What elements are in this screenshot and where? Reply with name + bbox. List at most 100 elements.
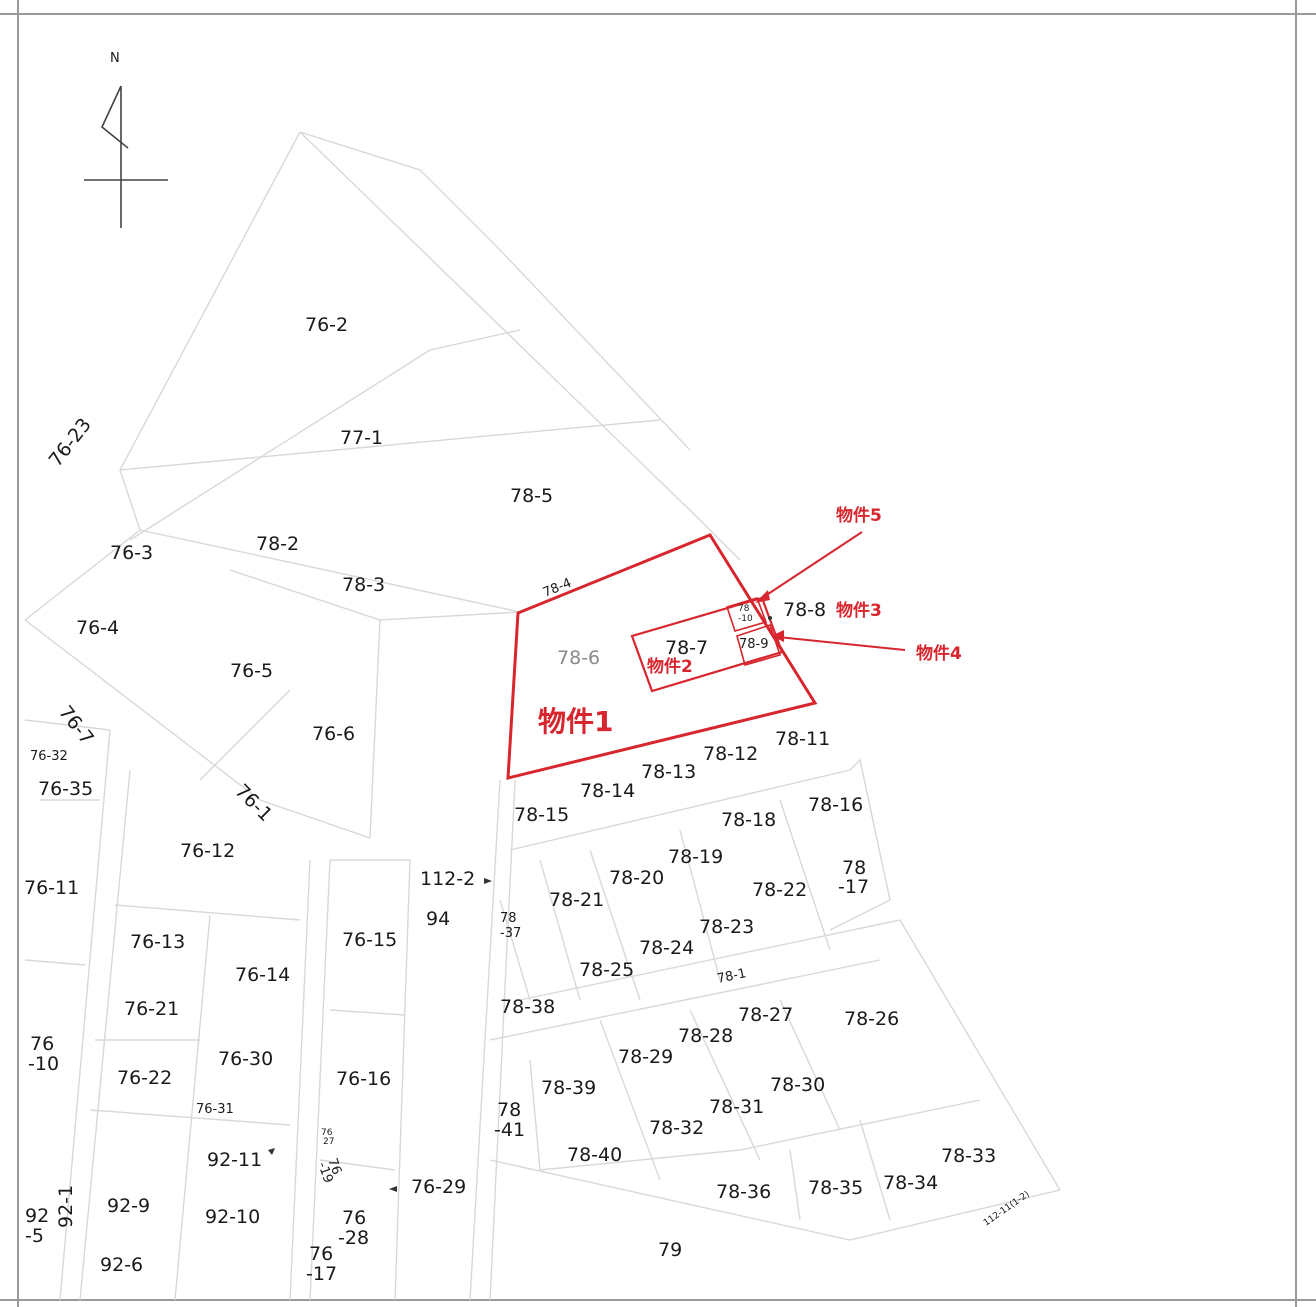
lot-label: 76-12 bbox=[180, 840, 235, 862]
lot-label: 78-35 bbox=[808, 1177, 863, 1199]
parcel-boundaries bbox=[24, 131, 1061, 1301]
lot-label: 76-22 bbox=[117, 1067, 172, 1089]
lot-label: 76-31 bbox=[196, 1102, 234, 1117]
lot-label: 78-19 bbox=[668, 846, 723, 868]
lot-label: 92-1 bbox=[55, 1185, 77, 1228]
property-1-label: 物件1 bbox=[538, 705, 613, 738]
lot-label: -10 bbox=[738, 614, 753, 624]
lot-label: 76-11 bbox=[24, 877, 79, 899]
property-4-boundary bbox=[736, 623, 782, 666]
lot-label: 76-5 bbox=[230, 660, 273, 682]
lot-label: 78-1 bbox=[716, 966, 748, 987]
lot-label: -17 bbox=[838, 876, 869, 898]
lot-label: 76 bbox=[321, 1128, 333, 1138]
lot-label: -28 bbox=[338, 1227, 369, 1249]
lot-label: 78-26 bbox=[844, 1008, 899, 1030]
property-2-label: 物件2 bbox=[647, 656, 693, 677]
lot-label: -37 bbox=[500, 926, 521, 941]
property-2-boundary bbox=[630, 596, 784, 693]
lot-label: 78-28 bbox=[678, 1025, 733, 1047]
lot-label: 78-13 bbox=[641, 761, 696, 783]
lot-label: 94 bbox=[426, 908, 450, 930]
lot-label: 78-24 bbox=[639, 937, 694, 959]
point-markers bbox=[268, 616, 772, 1192]
lot-label: 78-27 bbox=[738, 1004, 793, 1026]
lot-label: 78-14 bbox=[580, 780, 635, 802]
lot-label: 76-14 bbox=[235, 964, 290, 986]
lot-label: 76 bbox=[30, 1033, 54, 1055]
lot-label: 78-31 bbox=[709, 1096, 764, 1118]
lot-label: 78 bbox=[842, 857, 866, 879]
lot-label: 78-40 bbox=[567, 1144, 622, 1166]
lot-label: -17 bbox=[306, 1263, 337, 1285]
lot-label: 78 bbox=[500, 911, 517, 926]
lot-label: 76-29 bbox=[411, 1176, 466, 1198]
north-label: N bbox=[110, 51, 120, 66]
lot-label: 76-30 bbox=[218, 1048, 273, 1070]
lot-label: 76-23 bbox=[45, 414, 96, 471]
north-arrow-icon bbox=[84, 85, 168, 228]
lot-label: 78-23 bbox=[699, 916, 754, 938]
lot-label: 76-7 bbox=[54, 702, 98, 750]
property-5-label: 物件5 bbox=[836, 505, 882, 526]
lot-label: 78-38 bbox=[500, 996, 555, 1018]
lot-label: 92-11 bbox=[207, 1149, 262, 1171]
lot-label: 76-21 bbox=[124, 998, 179, 1020]
lot-label: -41 bbox=[494, 1119, 525, 1141]
lot-label: 76-13 bbox=[130, 931, 185, 953]
lot-label: 76 bbox=[324, 1156, 344, 1177]
lot-label: 78-11 bbox=[775, 728, 830, 750]
lot-label: 78-32 bbox=[649, 1117, 704, 1139]
lot-label: 27 bbox=[323, 1137, 334, 1147]
lot-label: 79 bbox=[658, 1239, 682, 1261]
lot-label: 112-2 bbox=[420, 868, 475, 890]
property-arrows bbox=[755, 531, 906, 651]
lot-label: -19 bbox=[314, 1160, 335, 1185]
lot-label: 76 bbox=[309, 1243, 333, 1265]
property-1-boundary bbox=[506, 533, 818, 780]
lot-label: 78-16 bbox=[808, 794, 863, 816]
lot-label: 78-5 bbox=[510, 485, 553, 507]
lot-label: 78-8 bbox=[783, 599, 826, 621]
lot-label: 78-30 bbox=[770, 1074, 825, 1096]
lot-label: 112-11(1-2) bbox=[982, 1190, 1032, 1229]
lot-label: 78-22 bbox=[752, 879, 807, 901]
lot-label: -5 bbox=[25, 1225, 44, 1247]
property-boundaries bbox=[506, 533, 818, 780]
lot-label: -10 bbox=[28, 1053, 59, 1075]
lot-label: 78-9 bbox=[739, 637, 769, 652]
lot-label: 76-35 bbox=[38, 778, 93, 800]
lot-label: 92-6 bbox=[100, 1254, 143, 1276]
lot-label: 78-7 bbox=[665, 637, 708, 659]
lot-label: 92 bbox=[25, 1205, 49, 1227]
lot-label: 78-18 bbox=[721, 809, 776, 831]
lot-label: 78-25 bbox=[579, 959, 634, 981]
lot-label: 78 bbox=[497, 1099, 521, 1121]
property-3-label: 物件3 bbox=[836, 600, 882, 621]
lot-label: 78-21 bbox=[549, 889, 604, 911]
lot-label: 78-29 bbox=[618, 1046, 673, 1068]
lot-label: 76-6 bbox=[312, 723, 355, 745]
lot-label: 76-4 bbox=[76, 617, 119, 639]
lot-label: 78-12 bbox=[703, 743, 758, 765]
lot-label: 76 bbox=[342, 1207, 366, 1229]
lot-label: 78-15 bbox=[514, 804, 569, 826]
lot-label: 76-3 bbox=[110, 542, 153, 564]
lot-labels: 76-2 77-1 76-23 78-5 76-3 78-2 78-3 78-4… bbox=[24, 314, 1032, 1285]
lot-label: 76-32 bbox=[30, 749, 68, 764]
lot-label: 92-10 bbox=[205, 1206, 260, 1228]
lot-label: 76-1 bbox=[230, 780, 276, 826]
lot-label: 78-33 bbox=[941, 1145, 996, 1167]
lot-label: 76-15 bbox=[342, 929, 397, 951]
lot-label: 78-20 bbox=[609, 867, 664, 889]
lot-label: 76-16 bbox=[336, 1068, 391, 1090]
lot-label: 78-34 bbox=[883, 1172, 938, 1194]
lot-label: 78-39 bbox=[541, 1077, 596, 1099]
lot-label: 92-9 bbox=[107, 1195, 150, 1217]
property-3-boundary bbox=[725, 597, 768, 632]
lot-label: 78 bbox=[738, 604, 750, 614]
lot-label: 78-36 bbox=[716, 1181, 771, 1203]
property-4-label: 物件4 bbox=[916, 643, 962, 664]
